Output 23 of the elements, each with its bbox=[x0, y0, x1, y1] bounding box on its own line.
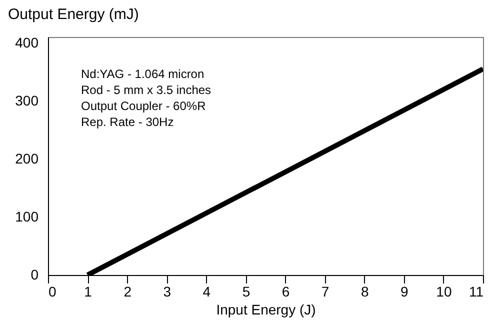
x-tick-label: 6 bbox=[282, 284, 290, 300]
annotation: Nd:YAG - 1.064 micron bbox=[81, 67, 204, 81]
x-axis-title: Input Energy (J) bbox=[216, 302, 316, 318]
y-tick-label: 400 bbox=[15, 34, 39, 50]
x-tick-label: 9 bbox=[400, 284, 409, 300]
x-tick-label: 8 bbox=[360, 284, 369, 300]
y-axis-title: Output Energy (mJ) bbox=[8, 6, 139, 23]
x-tick-label: 7 bbox=[321, 284, 330, 300]
x-tick-label: 0 bbox=[48, 284, 56, 300]
x-tick-label: 5 bbox=[242, 284, 250, 300]
annotation: Output Coupler - 60%R bbox=[81, 99, 206, 113]
annotation: Rod - 5 mm x 3.5 inches bbox=[81, 83, 212, 97]
x-tick-label: 2 bbox=[124, 284, 132, 300]
y-tick-label: 200 bbox=[15, 150, 39, 166]
x-tick-label: 3 bbox=[163, 284, 172, 300]
y-tick-label: 100 bbox=[15, 208, 39, 224]
y-tick-label: 0 bbox=[30, 266, 39, 282]
annotation: Rep. Rate - 30Hz bbox=[81, 115, 174, 129]
x-tick-label: 11 bbox=[468, 284, 484, 300]
x-tick-label: 10 bbox=[436, 284, 452, 300]
y-tick-label: 300 bbox=[15, 92, 39, 108]
x-tick-label: 4 bbox=[202, 284, 211, 300]
x-tick-label: 1 bbox=[84, 284, 92, 300]
